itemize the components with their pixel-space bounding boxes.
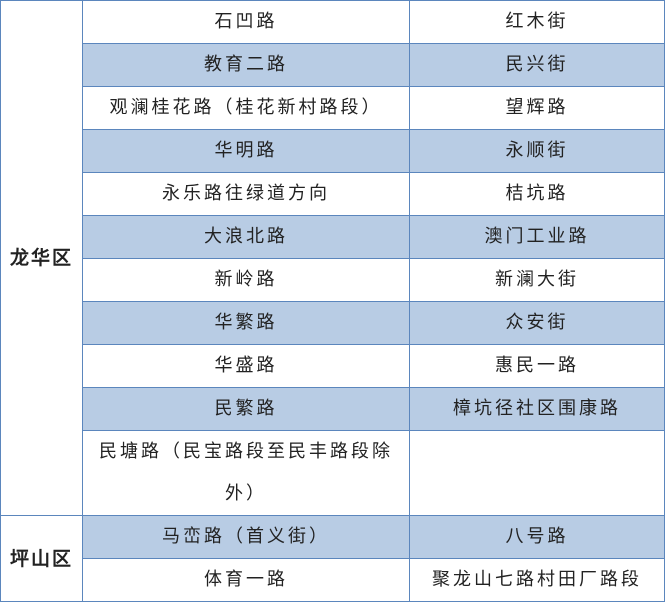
road-cell-right: 聚龙山七路村田厂路段 (409, 558, 665, 602)
road-cell-left: 民繁路 (82, 387, 410, 431)
table-row: 新岭路 新澜大街 (1, 258, 665, 302)
table-row: 民繁路 樟坑径社区围康路 (1, 387, 665, 431)
road-cell-left: 观澜桂花路（桂花新村路段） (82, 86, 410, 130)
road-cell-left: 华明路 (82, 129, 410, 173)
road-cell-right: 樟坑径社区围康路 (409, 387, 665, 431)
road-cell-right: 惠民一路 (409, 344, 665, 388)
table-row: 永乐路往绿道方向 桔坑路 (1, 172, 665, 216)
table-row: 大浪北路 澳门工业路 (1, 215, 665, 259)
road-cell-left: 石凹路 (82, 0, 410, 44)
road-cell-right: 澳门工业路 (409, 215, 665, 259)
road-cell-left: 体育一路 (82, 558, 410, 602)
table-row: 华繁路 众安街 (1, 301, 665, 345)
road-cell-right: 民兴街 (409, 43, 665, 87)
road-cell-right: 众安街 (409, 301, 665, 345)
road-cell-left: 永乐路往绿道方向 (82, 172, 410, 216)
table-row: 坪山区 马峦路（首义街） 八号路 (0, 515, 665, 602)
road-cell-right: 桔坑路 (409, 172, 665, 216)
road-cell-left: 民塘路（民宝路段至民丰路段除外） (82, 430, 410, 516)
table-row: 体育一路 聚龙山七路村田厂路段 (1, 558, 665, 602)
road-cell-left: 华盛路 (82, 344, 410, 388)
table-row: 观澜桂花路（桂花新村路段） 望辉路 (1, 86, 665, 130)
road-cell-right: 八号路 (409, 515, 665, 559)
road-cell-right: 新澜大街 (409, 258, 665, 302)
road-cell-right: 望辉路 (409, 86, 665, 130)
district-cell: 坪山区 (0, 515, 83, 602)
table-row: 华盛路 惠民一路 (1, 344, 665, 388)
table-row: 龙华区 石凹路 红木街 (0, 0, 665, 516)
road-cell-right: 永顺街 (409, 129, 665, 173)
district-cell: 龙华区 (0, 0, 83, 516)
road-cell-left: 华繁路 (82, 301, 410, 345)
table-row: 教育二路 民兴街 (1, 43, 665, 87)
road-cell-right (409, 430, 665, 516)
road-cell-right: 红木街 (409, 0, 665, 44)
road-cell-left: 教育二路 (82, 43, 410, 87)
table-row: 民塘路（民宝路段至民丰路段除外） (1, 430, 665, 516)
road-cell-left: 大浪北路 (82, 215, 410, 259)
road-cell-left: 新岭路 (82, 258, 410, 302)
road-cell-left: 马峦路（首义街） (82, 515, 410, 559)
table-row: 华明路 永顺街 (1, 129, 665, 173)
